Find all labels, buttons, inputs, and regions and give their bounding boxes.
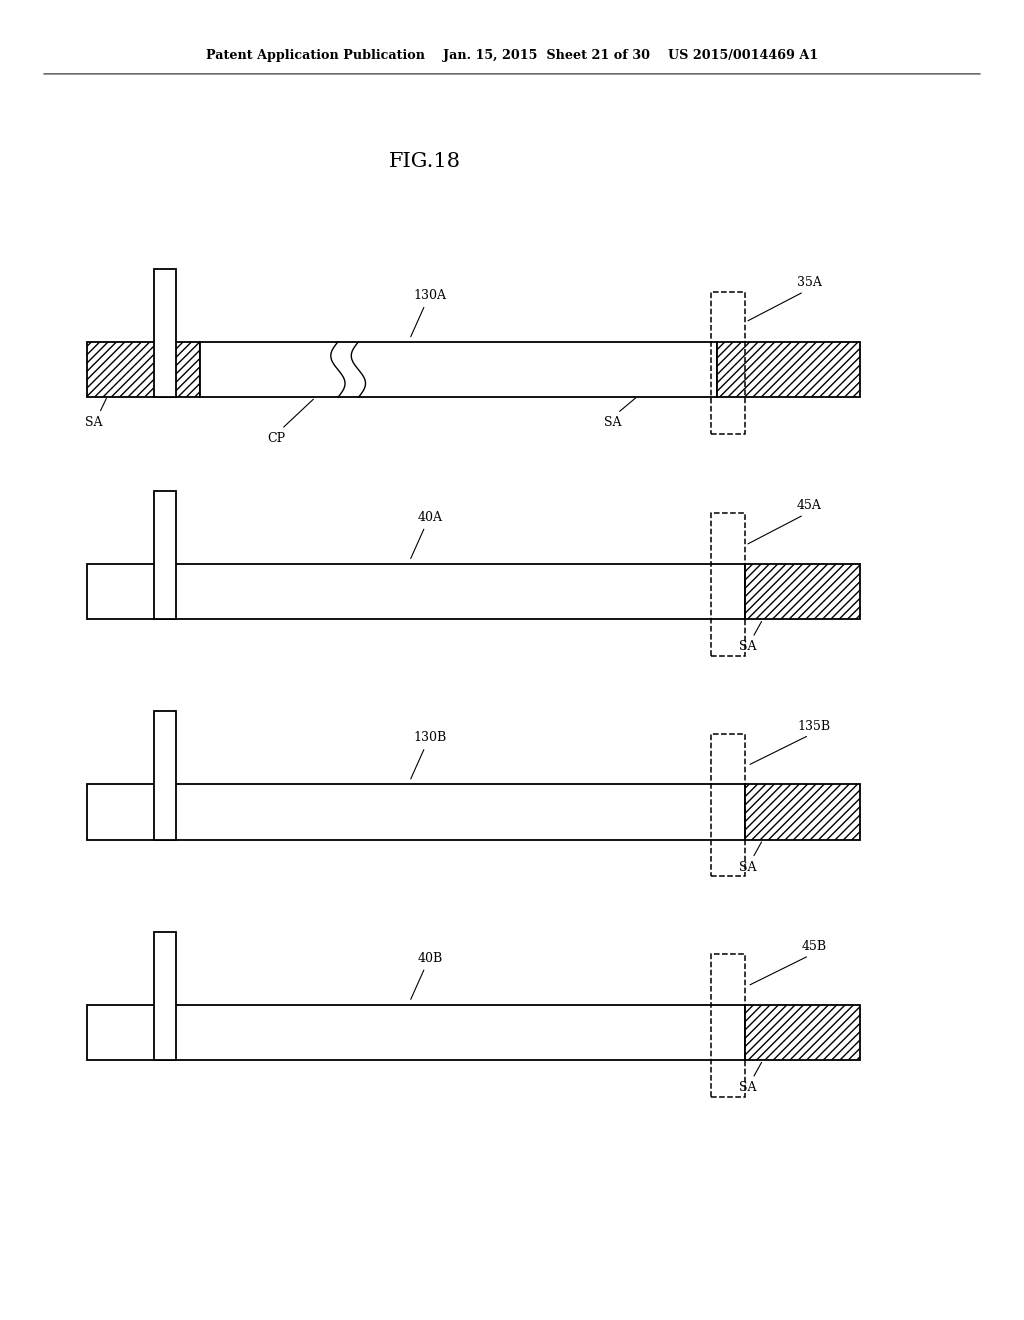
Text: SA: SA [603, 416, 622, 429]
Bar [745, 784, 860, 840]
Text: 135B: 135B [798, 719, 830, 733]
Text: SA: SA [738, 1081, 757, 1094]
Text: Patent Application Publication    Jan. 15, 2015  Sheet 21 of 30    US 2015/00144: Patent Application Publication Jan. 15, … [206, 49, 818, 62]
Text: SA: SA [738, 861, 757, 874]
Bar [200, 342, 717, 397]
Bar [711, 954, 745, 1097]
Text: 130A: 130A [414, 289, 446, 302]
Bar [711, 513, 745, 656]
Bar [711, 292, 745, 434]
Text: SA: SA [738, 640, 757, 653]
Bar [745, 1005, 860, 1060]
Text: 35A: 35A [797, 276, 821, 289]
Bar [87, 342, 200, 397]
Text: 45B: 45B [802, 940, 826, 953]
Bar [154, 269, 176, 397]
Text: CP: CP [267, 432, 286, 445]
Bar [87, 1005, 745, 1060]
Bar [154, 932, 176, 1060]
Bar [717, 342, 860, 397]
Bar [711, 734, 745, 876]
Text: SA: SA [85, 416, 103, 429]
Text: 45A: 45A [797, 499, 821, 512]
Text: 130B: 130B [414, 731, 446, 744]
Text: 40B: 40B [418, 952, 442, 965]
Text: 40A: 40A [418, 511, 442, 524]
Bar [745, 564, 860, 619]
Bar [87, 564, 745, 619]
Bar [154, 711, 176, 840]
Bar [154, 491, 176, 619]
Text: FIG.18: FIG.18 [389, 152, 461, 170]
Bar [87, 784, 745, 840]
